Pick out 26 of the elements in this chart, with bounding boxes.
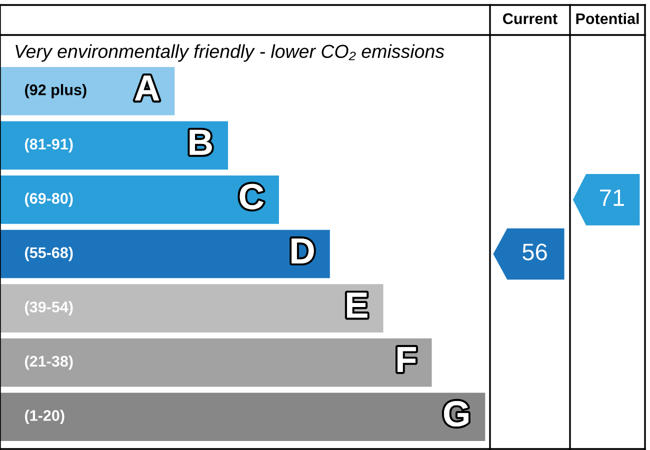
y-tick-label: F [398, 347, 416, 372]
y-tick-label: B [190, 130, 212, 155]
annotation: (39-54) [25, 301, 73, 316]
chart-title: Very environmentally friendly - lower CO₂ emissions [16, 44, 444, 62]
bar [0, 66, 175, 116]
text: 56 [522, 244, 547, 260]
bar [0, 176, 279, 224]
bar [0, 121, 228, 170]
bar [0, 338, 432, 387]
text: Current [503, 13, 558, 24]
annotation: (81-91) [25, 138, 73, 153]
y-tick-label: D [292, 238, 314, 264]
text: Potential [576, 12, 639, 24]
annotation: (69-80) [25, 192, 73, 207]
bar [0, 230, 330, 278]
y-tick-label: E [347, 292, 368, 318]
y-tick-label: C [240, 184, 264, 210]
annotation: (1-20) [25, 410, 64, 424]
bar [0, 284, 384, 332]
annotation: (21-38) [25, 355, 73, 370]
bar [0, 392, 486, 442]
y-tick-label: A [134, 76, 160, 100]
annotation: (92 plus) [25, 84, 86, 98]
text: 71 [600, 190, 624, 206]
annotation: (55-68) [25, 246, 73, 262]
y-tick-label: G [444, 400, 468, 427]
